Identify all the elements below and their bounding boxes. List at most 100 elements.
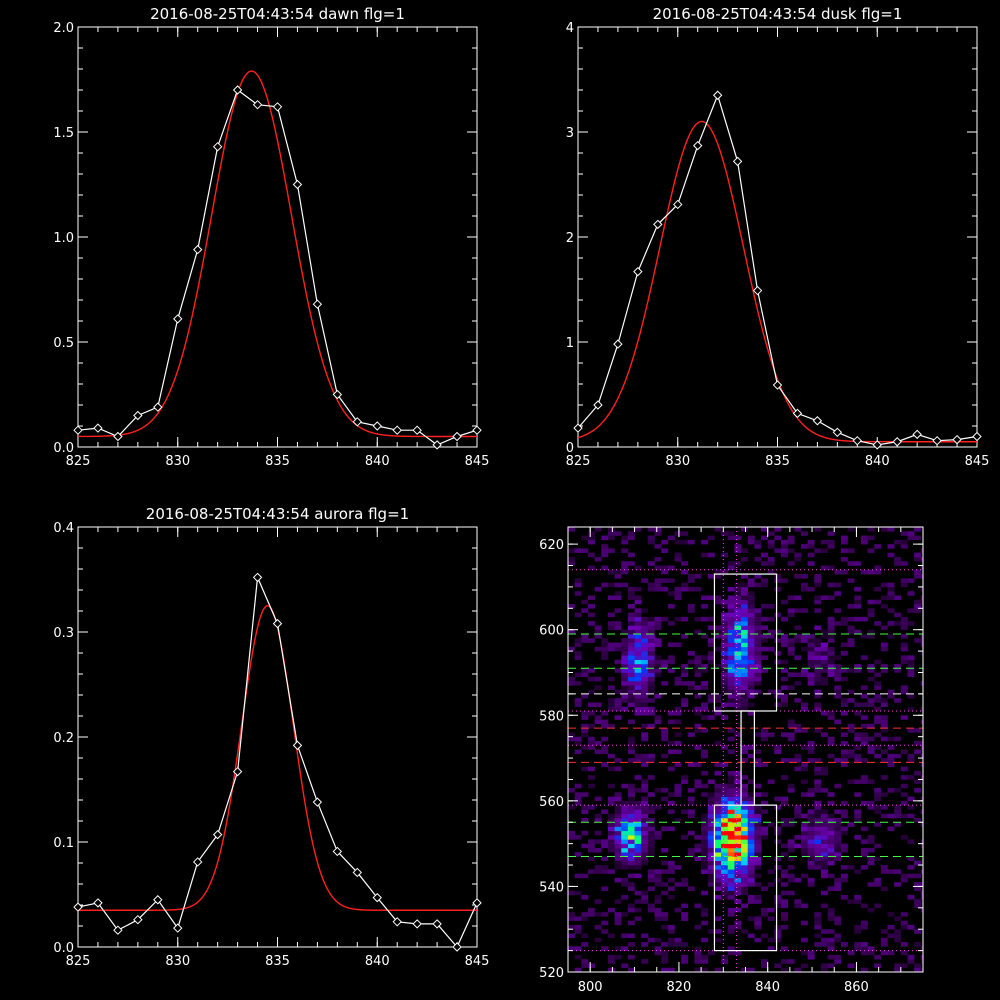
heatmap-cell bbox=[847, 822, 855, 827]
heatmap-cell bbox=[867, 668, 875, 673]
heatmap-cell bbox=[701, 770, 709, 776]
heatmap-cell bbox=[840, 843, 848, 849]
heatmap-cell bbox=[587, 539, 595, 545]
heatmap-cell bbox=[634, 899, 642, 904]
heatmap-cell bbox=[607, 813, 615, 819]
heatmap-cell bbox=[814, 933, 822, 939]
heatmap-cell bbox=[741, 817, 749, 823]
heatmap-cell bbox=[714, 886, 722, 891]
heatmap-cell bbox=[774, 933, 782, 939]
heatmap-cell bbox=[601, 929, 609, 934]
heatmap-cell bbox=[701, 633, 709, 639]
heatmap-cell bbox=[634, 860, 642, 866]
heatmap-cell bbox=[727, 822, 735, 827]
heatmap-cell bbox=[614, 852, 622, 857]
heatmap-cell bbox=[834, 937, 842, 943]
heatmap-cell bbox=[614, 574, 622, 579]
heatmap-cell bbox=[674, 710, 682, 716]
heatmap-cell bbox=[747, 809, 755, 814]
heatmap-cell bbox=[747, 599, 755, 605]
heatmap-cell bbox=[647, 582, 655, 588]
heatmap-cell bbox=[800, 633, 808, 639]
heatmap-cell bbox=[807, 681, 815, 686]
heatmap-cell bbox=[827, 655, 835, 660]
heatmap-cell bbox=[774, 894, 782, 900]
heatmap-cell bbox=[641, 942, 649, 947]
heatmap-cell bbox=[767, 544, 775, 549]
heatmap-cell bbox=[721, 796, 729, 802]
heatmap-cell bbox=[634, 668, 642, 673]
heatmap-cell bbox=[747, 681, 755, 686]
heatmap-cell bbox=[681, 835, 689, 840]
heatmap-cell bbox=[814, 625, 822, 630]
heatmap-cell bbox=[627, 531, 635, 536]
heatmap-cell bbox=[667, 655, 675, 660]
heatmap-cell bbox=[754, 676, 762, 682]
heatmap-cell bbox=[774, 830, 782, 836]
heatmap-cell bbox=[814, 702, 822, 708]
heatmap-cell bbox=[781, 899, 788, 904]
heatmap-cell bbox=[607, 843, 615, 849]
heatmap-cell bbox=[834, 826, 842, 832]
heatmap-cell bbox=[581, 638, 589, 643]
heatmap-cell bbox=[581, 548, 589, 553]
heatmap-cell bbox=[807, 633, 815, 639]
heatmap-cell bbox=[741, 633, 749, 639]
heatmap-cell bbox=[754, 865, 762, 870]
heatmap-cell bbox=[741, 852, 749, 857]
heatmap-cell bbox=[714, 847, 722, 853]
heatmap-cell bbox=[827, 912, 835, 917]
heatmap-cell bbox=[674, 531, 682, 536]
heatmap-cell bbox=[827, 740, 835, 746]
heatmap-cell bbox=[834, 822, 842, 827]
heatmap-cell bbox=[707, 638, 715, 643]
chart-title: 2016-08-25T04:43:54 dawn flg=1 bbox=[150, 5, 405, 23]
heatmap-cell bbox=[641, 655, 649, 660]
heatmap-cell bbox=[641, 663, 649, 669]
heatmap-cell bbox=[734, 822, 742, 827]
heatmap-cell bbox=[681, 561, 689, 566]
heatmap-cell bbox=[727, 856, 735, 862]
heatmap-cell bbox=[634, 693, 642, 699]
heatmap-cell bbox=[820, 873, 828, 879]
heatmap-cell bbox=[674, 792, 682, 797]
heatmap-cell bbox=[694, 959, 702, 964]
heatmap-cell bbox=[854, 942, 862, 947]
data-point bbox=[472, 425, 482, 435]
heatmap-cell bbox=[727, 535, 735, 541]
heatmap-cell bbox=[774, 659, 782, 665]
heatmap-cell bbox=[834, 591, 842, 596]
heatmap-cell bbox=[840, 749, 848, 755]
heatmap-cell bbox=[587, 843, 595, 849]
heatmap-cell bbox=[594, 749, 602, 755]
heatmap-cell bbox=[621, 856, 629, 862]
heatmap-cell bbox=[641, 860, 649, 866]
heatmap-cell bbox=[661, 681, 669, 686]
heatmap-cell bbox=[641, 633, 649, 639]
heatmap-cell bbox=[681, 616, 689, 622]
heatmap-cell bbox=[761, 668, 768, 673]
heatmap-cell bbox=[587, 745, 595, 750]
heatmap-cell bbox=[727, 736, 735, 742]
heatmap-cell bbox=[900, 792, 908, 797]
heatmap-cell bbox=[814, 912, 822, 917]
heatmap-cell bbox=[614, 766, 622, 772]
heatmap-cell bbox=[820, 809, 828, 814]
heatmap-cell bbox=[734, 792, 742, 797]
heatmap-cell bbox=[761, 561, 768, 566]
heatmap-cell bbox=[727, 873, 735, 879]
heatmap-cell bbox=[707, 847, 715, 853]
heatmap-cell bbox=[647, 809, 655, 814]
heatmap-cell bbox=[741, 903, 749, 909]
heatmap-cell bbox=[727, 847, 735, 853]
heatmap-cell bbox=[741, 843, 749, 849]
heatmap-cell bbox=[667, 865, 675, 870]
heatmap-cell bbox=[727, 595, 735, 601]
heatmap-cell bbox=[601, 723, 609, 729]
heatmap-cell bbox=[761, 792, 768, 797]
heatmap-cell bbox=[874, 715, 882, 720]
heatmap-cell bbox=[920, 681, 923, 686]
heatmap-cell bbox=[647, 877, 655, 883]
heatmap-cell bbox=[641, 698, 649, 703]
heatmap-cell bbox=[574, 796, 582, 802]
